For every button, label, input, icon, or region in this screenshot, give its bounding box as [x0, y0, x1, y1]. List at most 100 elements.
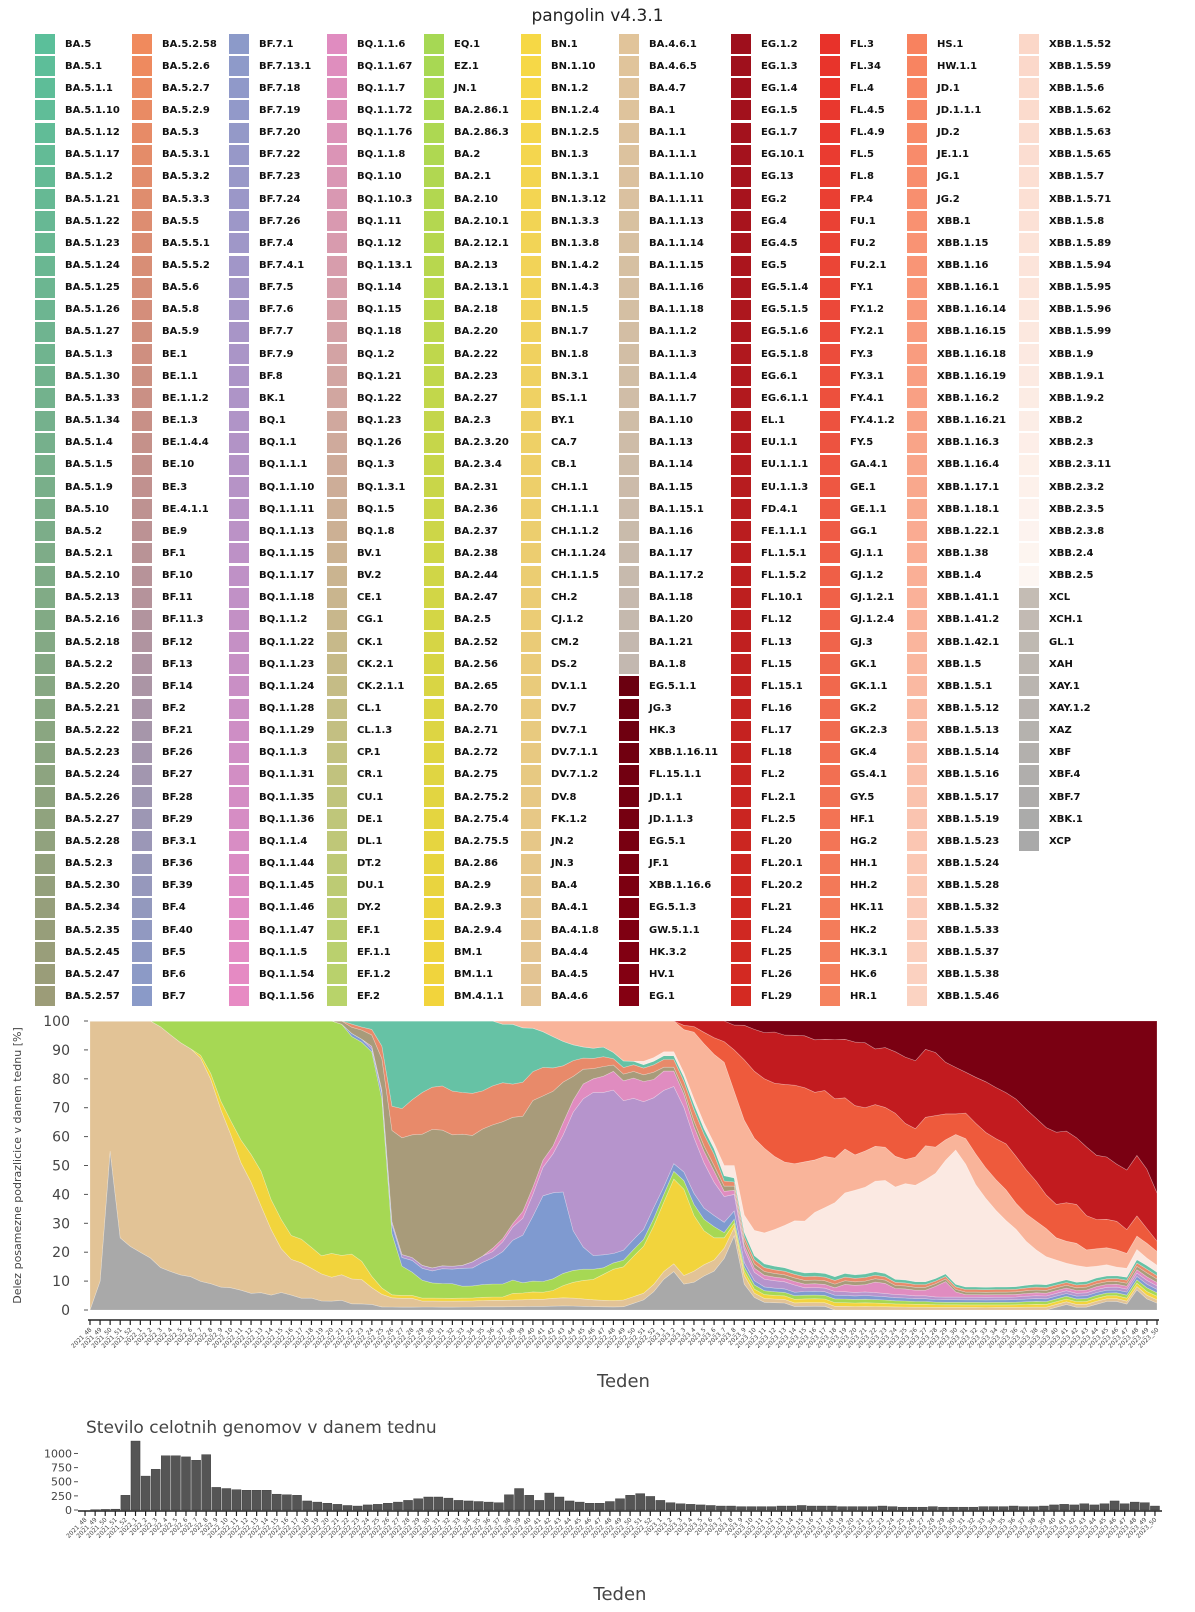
legend-item: BA.5.6 — [132, 277, 199, 299]
legend-label: BE.3 — [162, 481, 188, 493]
legend-item: XBB.1.16.18 — [907, 343, 1006, 365]
y-tick-label: 50 — [52, 1159, 70, 1175]
legend-label: FY.3.1 — [850, 370, 884, 382]
legend-label: BQ.1.1 — [259, 437, 297, 449]
legend-item: BN.1.2.4 — [521, 99, 599, 121]
legend-swatch — [229, 964, 249, 985]
legend-label: BN.1.3 — [551, 149, 589, 161]
legend-item: FL.8 — [820, 166, 874, 188]
legend-swatch — [132, 344, 152, 365]
legend-item: BQ.1.14 — [327, 277, 402, 299]
legend-swatch — [327, 609, 347, 630]
legend-label: DS.2 — [551, 658, 578, 670]
legend-label: GK.2 — [850, 703, 877, 714]
legend-item: GY.5 — [820, 786, 874, 808]
legend-item: BA.2.9.3 — [424, 897, 502, 919]
legend-label: BA.5.2.7 — [162, 82, 210, 94]
legend-item: BA.1.1.1 — [619, 144, 697, 166]
bar-y-tick-label: 250 — [51, 1490, 72, 1503]
legend-item: BA.4.6.1 — [619, 33, 697, 55]
legend-item: BE.1 — [132, 343, 187, 365]
legend-label: BF.7.13.1 — [259, 60, 312, 72]
legend-item: CE.1 — [327, 587, 382, 609]
legend-swatch — [327, 942, 347, 963]
legend-item: BA.2.86 — [424, 853, 498, 875]
legend-label: JD.1.1.3 — [649, 813, 694, 825]
legend-swatch — [521, 764, 541, 785]
legend-item: XBB.1.5 — [907, 653, 981, 675]
legend-label: EG.5.1.5 — [761, 304, 809, 316]
legend-label: XBB.1.4 — [937, 570, 982, 582]
legend-item: XBB.1.42.1 — [907, 631, 999, 653]
legend-swatch — [35, 698, 55, 719]
legend-item: BA.1.1.14 — [619, 232, 704, 254]
legend-label: BQ.1.1.44 — [259, 858, 315, 870]
legend-swatch — [820, 78, 840, 99]
legend-swatch — [731, 366, 751, 387]
legend-swatch — [619, 321, 639, 342]
legend-swatch — [35, 521, 55, 542]
bar — [655, 1500, 666, 1511]
legend-label: JG.2 — [937, 193, 960, 205]
x-axis-label: Teden — [596, 1371, 650, 1392]
legend-swatch — [327, 166, 347, 187]
legend-item: BF.12 — [132, 631, 193, 653]
legend-swatch — [424, 388, 444, 409]
legend-item: EG.13 — [731, 166, 794, 188]
legend-label: EG.5 — [761, 260, 787, 271]
legend-item: EG.6.1.1 — [731, 387, 808, 409]
legend-item: FY.4.1 — [820, 387, 884, 409]
legend-item: BA.4.5 — [521, 963, 588, 985]
legend-item: BN.3.1 — [521, 365, 589, 387]
legend-item: BA.5.2.45 — [35, 941, 120, 963]
legend-swatch — [820, 942, 840, 963]
legend-swatch — [619, 565, 639, 586]
legend-label: BA.5.2.28 — [65, 835, 120, 847]
legend-swatch — [424, 676, 444, 697]
legend-swatch — [229, 299, 249, 320]
bar — [272, 1493, 282, 1511]
legend-label: BQ.1.1.56 — [259, 990, 315, 1002]
legend-swatch — [907, 587, 927, 608]
legend-label: BQ.1.1.17 — [259, 570, 315, 582]
legend-swatch — [521, 720, 541, 741]
legend-label: BE.4.1.1 — [162, 503, 209, 515]
legend-swatch — [619, 920, 639, 940]
legend-label: BA.2.3.4 — [454, 459, 502, 471]
bar — [1018, 1506, 1029, 1511]
legend-label: BA.2.86.3 — [454, 127, 509, 139]
legend-label: FL.20.2 — [761, 880, 803, 892]
legend-item: GK.2.3 — [820, 720, 887, 742]
legend-swatch — [521, 897, 541, 918]
legend-item: XBB.1 — [907, 210, 971, 232]
bar — [958, 1506, 968, 1511]
legend-label: BA.2.18 — [454, 304, 499, 316]
legend-swatch — [35, 720, 55, 741]
legend-swatch — [229, 853, 249, 874]
legend-label: CM.2 — [551, 636, 580, 648]
legend-swatch — [521, 34, 541, 54]
legend-swatch — [132, 432, 152, 453]
legend-label: BA.5.1.2 — [65, 171, 113, 183]
legend-label: EG.6.1 — [761, 370, 798, 382]
legend-label: FL.2.5 — [761, 813, 796, 825]
legend-swatch — [35, 388, 55, 409]
legend-swatch — [731, 410, 751, 431]
legend-item: FY.1 — [820, 277, 873, 299]
legend-item: BN.1.3.12 — [521, 188, 606, 210]
legend-swatch — [229, 233, 249, 254]
bar — [706, 1505, 716, 1511]
legend-label: BM.4.1.1 — [454, 990, 504, 1002]
bar — [484, 1501, 494, 1511]
legend-swatch — [731, 609, 751, 630]
legend-label: EZ.1 — [454, 60, 479, 72]
legend-item: BA.5.1.4 — [35, 432, 113, 454]
bar — [1069, 1504, 1079, 1511]
legend-swatch — [619, 521, 639, 542]
legend-label: BA.2.75.5 — [454, 835, 509, 847]
legend-item: FL.2 — [731, 764, 785, 786]
legend-swatch — [132, 233, 152, 254]
legend-item: XBB.1.16.15 — [907, 321, 1006, 343]
bar — [211, 1487, 222, 1511]
legend-item: EF.1.1 — [327, 941, 391, 963]
